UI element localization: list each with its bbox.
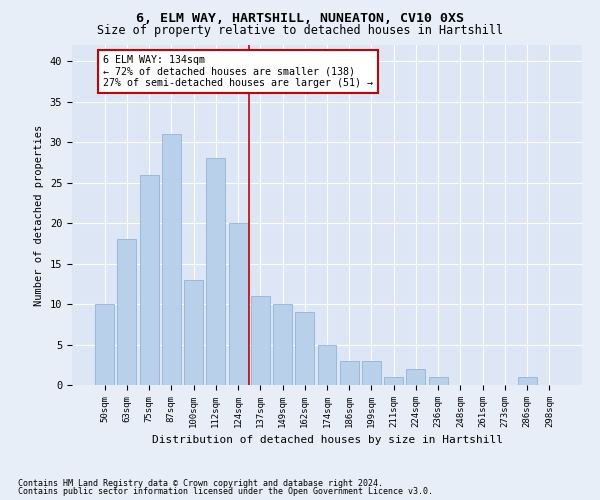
Bar	[184, 280, 203, 385]
Bar	[518, 377, 536, 385]
Bar	[317, 344, 337, 385]
Text: 6, ELM WAY, HARTSHILL, NUNEATON, CV10 0XS: 6, ELM WAY, HARTSHILL, NUNEATON, CV10 0X…	[136, 12, 464, 26]
Bar	[362, 360, 381, 385]
Y-axis label: Number of detached properties: Number of detached properties	[34, 124, 44, 306]
Bar	[384, 377, 403, 385]
Bar	[162, 134, 181, 385]
Bar	[118, 240, 136, 385]
Bar	[251, 296, 270, 385]
Text: Size of property relative to detached houses in Hartshill: Size of property relative to detached ho…	[97, 24, 503, 37]
Bar	[429, 377, 448, 385]
X-axis label: Distribution of detached houses by size in Hartshill: Distribution of detached houses by size …	[151, 436, 503, 446]
Bar	[273, 304, 292, 385]
Bar	[340, 360, 359, 385]
Bar	[95, 304, 114, 385]
Text: Contains public sector information licensed under the Open Government Licence v3: Contains public sector information licen…	[18, 487, 433, 496]
Bar	[406, 369, 425, 385]
Bar	[140, 174, 158, 385]
Bar	[206, 158, 225, 385]
Text: Contains HM Land Registry data © Crown copyright and database right 2024.: Contains HM Land Registry data © Crown c…	[18, 478, 383, 488]
Bar	[295, 312, 314, 385]
Text: 6 ELM WAY: 134sqm
← 72% of detached houses are smaller (138)
27% of semi-detache: 6 ELM WAY: 134sqm ← 72% of detached hous…	[103, 55, 373, 88]
Bar	[229, 223, 248, 385]
